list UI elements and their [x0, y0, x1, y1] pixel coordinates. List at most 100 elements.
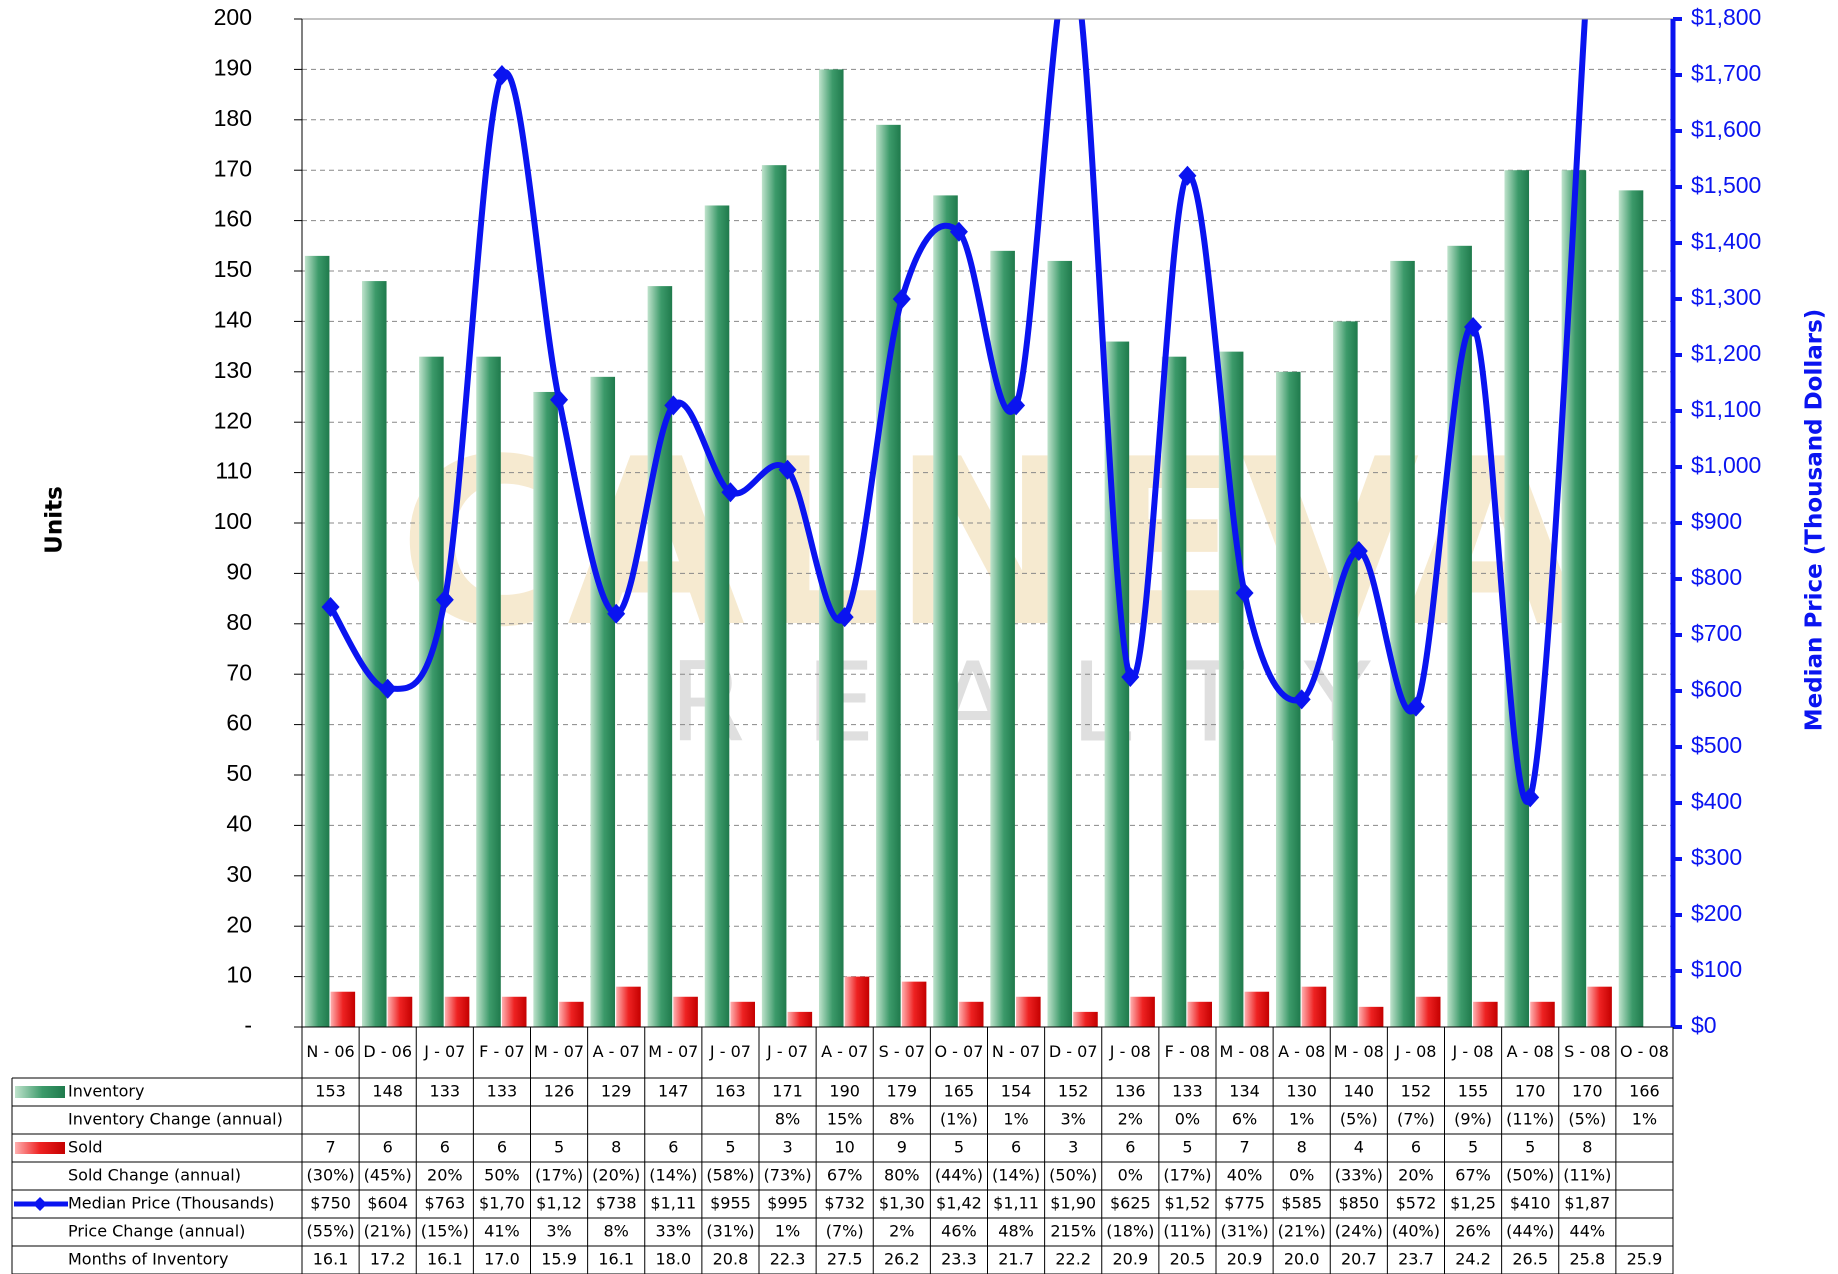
- table-cell: 129: [601, 1082, 632, 1101]
- table-cell: 6%: [1232, 1110, 1257, 1129]
- table-cell: $604: [367, 1194, 408, 1213]
- row-label: Months of Inventory: [68, 1250, 229, 1269]
- table-cell: 15%: [827, 1110, 863, 1129]
- price-marker: [378, 678, 397, 699]
- legend-swatch: [33, 1197, 47, 1211]
- y2-tick-label: $1,200: [1691, 340, 1761, 366]
- bar: [1130, 996, 1155, 1027]
- price-marker: [1292, 689, 1311, 710]
- bar: [387, 996, 413, 1027]
- bar: [476, 356, 501, 1027]
- table-cell: (11%): [1506, 1110, 1554, 1129]
- table-cell: 163: [715, 1082, 746, 1101]
- price-marker: [892, 289, 911, 309]
- y-tick-label: 100: [214, 508, 252, 534]
- table-cell: 25.8: [1570, 1250, 1606, 1269]
- y-tick-label: 170: [214, 155, 252, 181]
- table-cell: $763: [424, 1194, 465, 1213]
- table-cell: 25.9: [1627, 1250, 1663, 1269]
- table-cell: $850: [1338, 1194, 1379, 1213]
- table-cell: 1%: [775, 1222, 800, 1241]
- x-tick-label: J - 07: [423, 1042, 465, 1061]
- y-tick-label: 10: [226, 962, 252, 988]
- table-cell: 8: [611, 1138, 621, 1157]
- bar: [761, 165, 787, 1027]
- table-cell: 190: [829, 1082, 860, 1101]
- table-cell: 17.0: [484, 1250, 520, 1269]
- table-cell: 133: [1172, 1082, 1203, 1101]
- table-cell: $1,70: [479, 1194, 525, 1213]
- table-cell: 133: [430, 1082, 461, 1101]
- x-tick-label: J - 08: [1109, 1042, 1151, 1061]
- table-cell: (21%): [1278, 1222, 1326, 1241]
- y-tick-label: 130: [214, 357, 252, 383]
- table-cell: 130: [1286, 1082, 1317, 1101]
- table-cell: 16.1: [598, 1250, 634, 1269]
- y2-tick-label: $1,300: [1691, 284, 1761, 310]
- table-cell: 50%: [484, 1166, 520, 1185]
- table-cell: 8%: [775, 1110, 800, 1129]
- table-cell: (20%): [592, 1166, 640, 1185]
- table-cell: 5: [554, 1138, 564, 1157]
- table-cell: 80%: [884, 1166, 920, 1185]
- y2-tick-label: $900: [1691, 508, 1742, 534]
- x-tick-label: M - 07: [648, 1042, 698, 1061]
- table-cell: 23.3: [941, 1250, 977, 1269]
- y2-tick-label: $500: [1691, 732, 1742, 758]
- x-tick-label: N - 06: [306, 1042, 354, 1061]
- bar: [1333, 321, 1358, 1027]
- y2-tick-label: $600: [1691, 676, 1742, 702]
- table-cell: 6: [1011, 1138, 1021, 1157]
- y2-tick-label: $1,500: [1691, 172, 1761, 198]
- x-tick-label: J - 08: [1452, 1042, 1494, 1061]
- table-cell: 16.1: [313, 1250, 349, 1269]
- y2-tick-label: $1,800: [1691, 4, 1761, 30]
- y-tick-label: -: [244, 1012, 252, 1038]
- table-cell: 3: [782, 1138, 792, 1157]
- table-cell: 41%: [484, 1222, 520, 1241]
- price-marker: [1007, 395, 1026, 416]
- bar: [330, 991, 356, 1027]
- bar: [616, 986, 641, 1027]
- table-cell: $1,90: [1050, 1194, 1096, 1213]
- x-tick-label: N - 07: [992, 1042, 1040, 1061]
- table-cell: (17%): [1163, 1166, 1211, 1185]
- table-cell: 171: [772, 1082, 803, 1101]
- table-cell: 5: [1468, 1138, 1478, 1157]
- table-cell: (44%): [935, 1166, 983, 1185]
- bar: [673, 996, 698, 1027]
- price-marker: [835, 607, 854, 628]
- bar: [1561, 170, 1587, 1027]
- table-cell: 147: [658, 1082, 689, 1101]
- bar: [1415, 996, 1441, 1027]
- table-cell: $1,25: [1450, 1194, 1496, 1213]
- bar: [1073, 1011, 1098, 1027]
- table-cell: 21.7: [998, 1250, 1034, 1269]
- table-cell: 1%: [1289, 1110, 1314, 1129]
- table-cell: 16.1: [427, 1250, 463, 1269]
- table-cell: 24.2: [1455, 1250, 1491, 1269]
- line-layer: [321, 19, 1588, 808]
- table-cell: 5: [1525, 1138, 1535, 1157]
- table-cell: 136: [1115, 1082, 1146, 1101]
- bar: [419, 356, 444, 1027]
- x-tick-label: O - 08: [1620, 1042, 1669, 1061]
- table-cell: 3: [1068, 1138, 1078, 1157]
- table-cell: 6: [383, 1138, 393, 1157]
- table-cell: 1%: [1632, 1110, 1657, 1129]
- table-cell: 2%: [1118, 1110, 1143, 1129]
- y2-tick-label: $200: [1691, 900, 1742, 926]
- table-cell: 0%: [1289, 1166, 1314, 1185]
- bar: [1047, 260, 1073, 1027]
- y2-tick-label: $100: [1691, 956, 1742, 982]
- table-cell: 18.0: [656, 1250, 692, 1269]
- table-cell: 6: [1411, 1138, 1421, 1157]
- y-axis-label: Units: [42, 486, 68, 554]
- y-tick-label: 120: [214, 407, 252, 433]
- bar: [1587, 986, 1612, 1027]
- table-cell: 15.9: [541, 1250, 577, 1269]
- y-tick-label: 180: [214, 105, 252, 131]
- table-cell: (17%): [535, 1166, 583, 1185]
- table-cell: 33%: [656, 1222, 692, 1241]
